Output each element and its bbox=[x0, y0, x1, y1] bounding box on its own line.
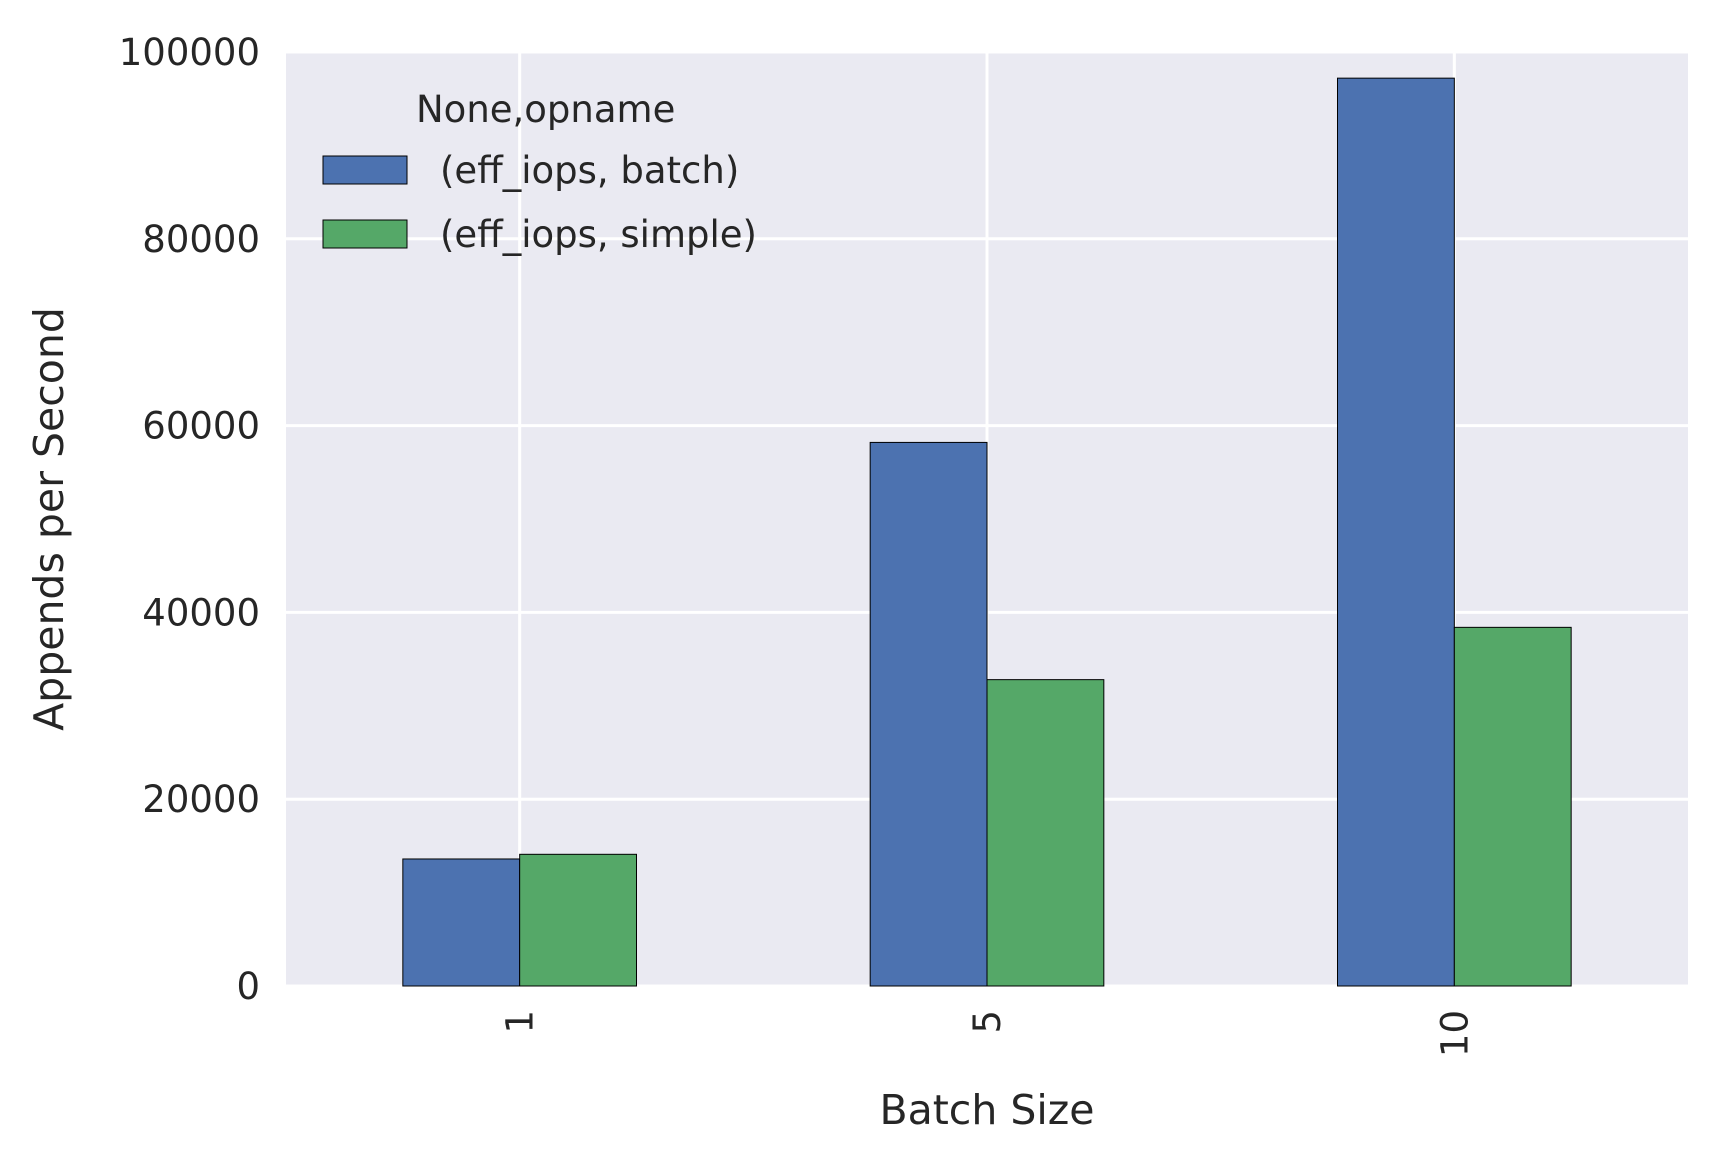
legend-swatch bbox=[322, 219, 408, 249]
legend: None,opname (eff_iops, batch)(eff_iops, … bbox=[322, 88, 757, 256]
bar bbox=[519, 853, 638, 987]
x-tick-label: 1 bbox=[499, 1010, 542, 1034]
x-tick-label: 10 bbox=[1433, 1010, 1476, 1057]
legend-swatch bbox=[322, 155, 408, 185]
x-tick-label: 5 bbox=[966, 1010, 1009, 1034]
legend-title: None,opname bbox=[416, 88, 675, 131]
legend-items: (eff_iops, batch) (eff_iops, simple) bbox=[322, 149, 757, 256]
bar bbox=[1337, 77, 1455, 987]
x-tick-labels: 1 5 10 bbox=[499, 1010, 1477, 1057]
bar bbox=[402, 858, 521, 987]
y-tick-label: 60000 bbox=[142, 405, 260, 448]
bar bbox=[869, 441, 988, 987]
y-tick-label: 0 bbox=[236, 965, 260, 1008]
bar bbox=[986, 679, 1105, 987]
legend-label: (eff_iops, simple) bbox=[440, 213, 757, 256]
x-axis-title: Batch Size bbox=[879, 1086, 1094, 1134]
bars bbox=[402, 77, 1572, 987]
y-tick-label: 20000 bbox=[142, 778, 260, 821]
y-tick-label: 40000 bbox=[142, 591, 260, 634]
y-tick-labels: 0 20000 40000 60000 80000 100000 bbox=[119, 31, 260, 1008]
legend-label: (eff_iops, batch) bbox=[440, 149, 739, 192]
y-axis-title: Appends per Second bbox=[25, 307, 73, 731]
y-tick-label: 100000 bbox=[119, 31, 260, 74]
bar bbox=[1453, 626, 1572, 987]
y-tick-label: 80000 bbox=[142, 218, 260, 261]
